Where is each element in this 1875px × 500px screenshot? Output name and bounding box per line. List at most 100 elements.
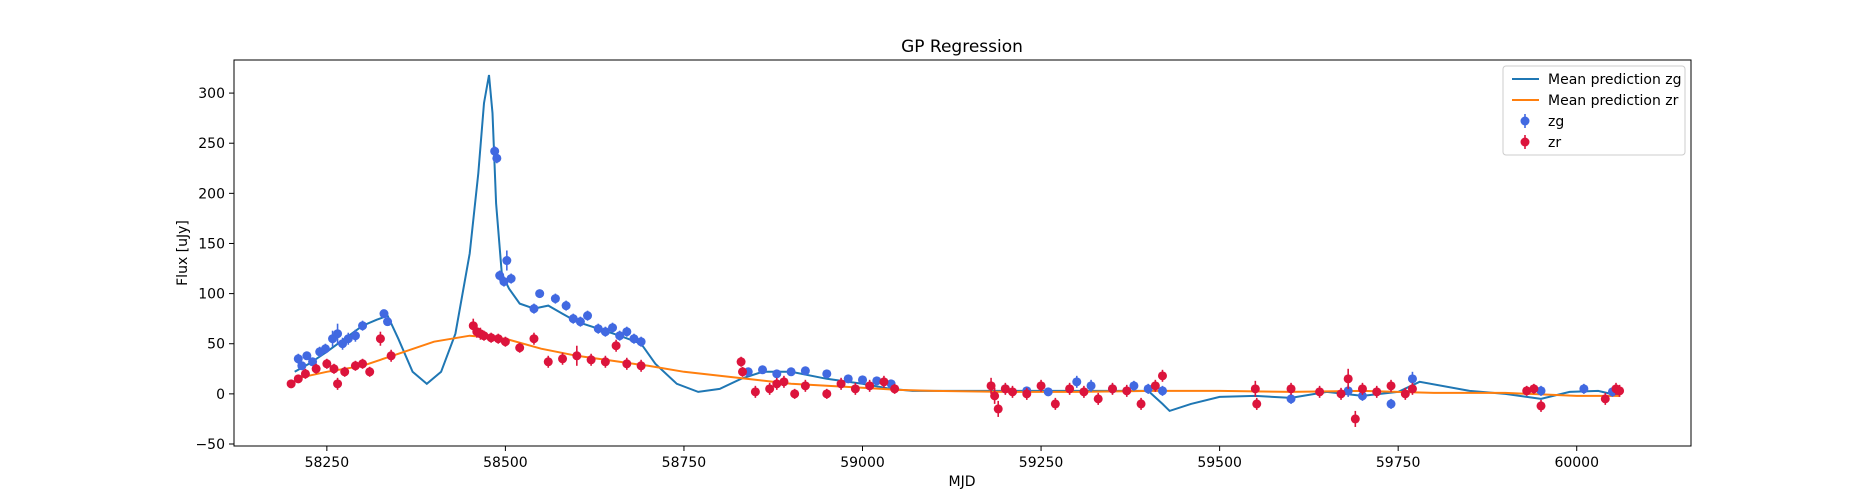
data-point-zg [608, 323, 618, 333]
data-point-zr [990, 391, 1000, 401]
legend: Mean prediction zg Mean prediction zr zg zr [1502, 65, 1686, 156]
data-point-zr [836, 379, 846, 389]
data-point-zr [636, 361, 646, 371]
data-point-zr [1350, 414, 1360, 424]
data-point-zr [333, 379, 343, 389]
data-point-zr [1343, 374, 1353, 384]
data-point-zr [600, 357, 610, 367]
data-point-zr [1529, 384, 1539, 394]
data-point-zg [506, 274, 516, 284]
data-point-zr [486, 333, 496, 343]
data-point-zr [350, 361, 360, 371]
data-point-zr [340, 367, 350, 377]
data-point-zg [636, 337, 646, 347]
data-point-zr [1122, 386, 1132, 396]
data-point-zg [1357, 391, 1367, 401]
data-point-zg [297, 361, 307, 371]
data-point-zg [529, 304, 539, 314]
data-point-zr [1150, 381, 1160, 391]
y-tick-label: 150 [198, 236, 225, 252]
data-point-zr [1079, 387, 1089, 397]
x-tick-label: 59250 [1019, 455, 1064, 471]
data-point-zg [561, 301, 571, 311]
data-point-zg [1086, 381, 1096, 391]
data-point-zr [1007, 387, 1017, 397]
y-tick-label: 250 [198, 136, 225, 152]
data-point-zr [993, 404, 1003, 414]
data-point-zr [1036, 381, 1046, 391]
data-point-zg [822, 369, 832, 379]
data-point-zr [622, 359, 632, 369]
data-point-zg [600, 327, 610, 337]
data-point-zg [383, 317, 393, 327]
data-point-zg [758, 365, 768, 375]
y-tick-label: 50 [207, 337, 225, 353]
data-point-zr [329, 364, 339, 374]
data-point-zr [1372, 387, 1382, 397]
data-point-zr [850, 384, 860, 394]
data-point-zg [293, 354, 303, 364]
data-point-zr [529, 334, 539, 344]
data-point-zr [790, 389, 800, 399]
data-point-zr [879, 377, 889, 387]
data-point-zr [1136, 399, 1146, 409]
data-point-zg [1157, 386, 1167, 396]
data-point-zg [535, 289, 545, 299]
data-point-zr [572, 351, 582, 361]
data-point-zg [1536, 386, 1546, 396]
plot-area [286, 74, 1625, 427]
x-tick-label: 58500 [483, 455, 528, 471]
data-point-zr [1050, 399, 1060, 409]
x-tick-label: 58750 [662, 455, 707, 471]
data-point-zr [358, 359, 368, 369]
legend-box [1502, 65, 1686, 156]
data-point-zr [493, 334, 503, 344]
data-point-zr [822, 389, 832, 399]
legend-entry: zr [1548, 135, 1561, 151]
data-point-zg [499, 277, 509, 287]
y-tick-label: 0 [216, 387, 225, 403]
data-point-zr [1250, 384, 1260, 394]
data-point-zg [843, 374, 853, 384]
series-line-mean-prediction-zr [294, 334, 1620, 397]
y-tick-label: 200 [198, 186, 225, 202]
data-point-zr [736, 357, 746, 367]
data-point-zr [311, 364, 321, 374]
data-point-zg [350, 331, 360, 341]
data-point-zr [1286, 384, 1296, 394]
y-tick-label: 100 [198, 287, 225, 303]
data-point-zr [986, 381, 996, 391]
data-point-zr [800, 381, 810, 391]
x-tick-label: 58250 [305, 455, 350, 471]
data-point-zg [320, 344, 330, 354]
data-point-zr [479, 331, 489, 341]
data-point-zr [386, 351, 396, 361]
data-point-zg [1579, 384, 1589, 394]
data-point-zg [615, 331, 625, 341]
data-point-zr [772, 379, 782, 389]
data-point-zr [1336, 389, 1346, 399]
data-point-zg [1043, 387, 1053, 397]
data-point-zr [750, 387, 760, 397]
data-point-zg [492, 153, 502, 163]
data-point-zg [343, 334, 353, 344]
legend-marker [1520, 137, 1530, 147]
data-point-zr [611, 341, 621, 351]
axes-frame [233, 59, 1692, 447]
data-point-zr [586, 355, 596, 365]
data-point-zg [575, 317, 585, 327]
data-point-zg [1129, 381, 1139, 391]
data-point-zg [1343, 386, 1353, 396]
data-point-zr [1093, 394, 1103, 404]
data-point-zg [772, 369, 782, 379]
data-point-zg [800, 366, 810, 376]
data-point-zr [365, 367, 375, 377]
data-point-zr [1022, 389, 1032, 399]
data-point-zg [583, 311, 593, 321]
data-point-zr [890, 384, 900, 394]
y-axis-ticks: −50 0 50 100 150 200 250 300 [195, 86, 234, 453]
data-point-zg [622, 327, 632, 337]
data-point-zg [1072, 377, 1082, 387]
data-point-zg [1143, 384, 1153, 394]
